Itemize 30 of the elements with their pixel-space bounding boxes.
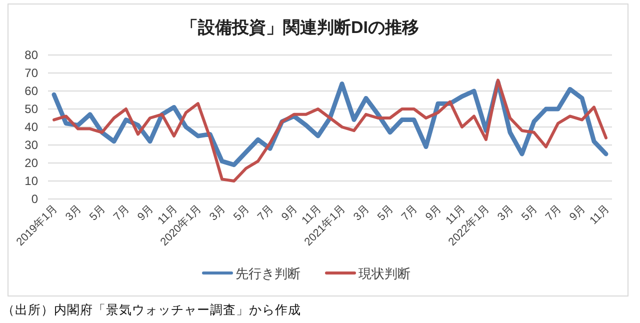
x-tick-label: 7月 (256, 202, 276, 224)
y-tick-label: 10 (24, 174, 38, 188)
x-tick-label: 3月 (208, 202, 228, 224)
x-tick-label: 7月 (112, 202, 132, 224)
x-tick-label: 7月 (544, 202, 564, 224)
y-tick-label: 70 (24, 66, 38, 80)
x-tick-label: 3月 (64, 202, 84, 224)
x-tick-label: 5月 (88, 202, 108, 224)
x-tick-label: 9月 (424, 202, 444, 224)
y-tick-label: 20 (24, 156, 38, 170)
y-tick-label: 80 (24, 48, 38, 62)
x-tick-label: 5月 (232, 202, 252, 224)
x-tick-label: 7月 (400, 202, 420, 224)
x-tick-label: 11月 (588, 202, 612, 227)
legend-label: 現状判断 (358, 266, 410, 281)
x-tick-label: 9月 (136, 202, 156, 224)
y-tick-label: 40 (24, 120, 38, 134)
chart-title: 「設備投資」関連判断DIの推移 (181, 18, 419, 37)
x-tick-label: 3月 (352, 202, 372, 224)
y-tick-label: 50 (24, 102, 38, 116)
legend-label: 先行き判断 (236, 266, 300, 281)
y-tick-label: 60 (24, 84, 38, 98)
x-tick-label: 9月 (568, 202, 588, 224)
x-tick-label: 3月 (496, 202, 516, 224)
y-tick-label: 0 (31, 192, 38, 206)
x-tick-label: 5月 (520, 202, 540, 224)
x-tick-label: 9月 (280, 202, 300, 224)
x-tick-label: 5月 (376, 202, 396, 224)
text: （出所）内閣府「景気ウォッチャー調査」から作成 (2, 302, 301, 317)
y-tick-label: 30 (24, 138, 38, 152)
